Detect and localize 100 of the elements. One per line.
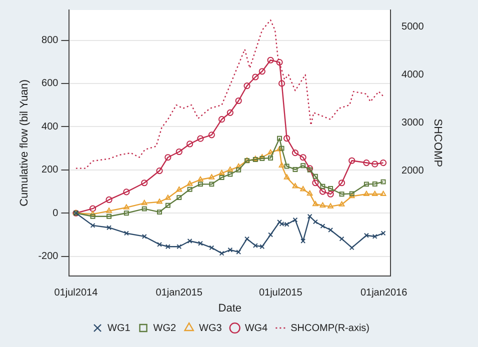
point bbox=[277, 136, 282, 141]
point bbox=[186, 180, 193, 186]
point bbox=[372, 234, 378, 239]
point bbox=[372, 190, 378, 196]
point bbox=[252, 74, 259, 80]
point bbox=[176, 195, 182, 200]
point bbox=[300, 154, 306, 161]
x-axis-title: Date bbox=[218, 302, 242, 314]
point bbox=[244, 82, 250, 90]
point bbox=[218, 170, 225, 176]
point bbox=[226, 109, 234, 116]
point bbox=[260, 244, 265, 250]
x-tick-label: 01jan2016 bbox=[360, 288, 408, 299]
legend-label: WG3 bbox=[199, 322, 222, 334]
legend-label: WG2 bbox=[153, 322, 176, 334]
point bbox=[278, 162, 285, 168]
point bbox=[278, 80, 286, 87]
point bbox=[252, 243, 258, 248]
point bbox=[319, 188, 326, 195]
point bbox=[236, 250, 242, 255]
point bbox=[328, 203, 334, 208]
y-tick-label: 400 bbox=[42, 121, 59, 132]
point bbox=[268, 156, 274, 161]
point bbox=[300, 186, 306, 192]
point bbox=[186, 140, 194, 148]
point bbox=[284, 135, 290, 142]
y-tick-label: -200 bbox=[38, 251, 59, 262]
point bbox=[268, 149, 274, 155]
point bbox=[380, 159, 387, 166]
point bbox=[276, 58, 283, 66]
point bbox=[165, 244, 170, 250]
point bbox=[292, 167, 298, 172]
point bbox=[156, 198, 162, 204]
point bbox=[90, 210, 96, 216]
point bbox=[268, 232, 274, 238]
point bbox=[219, 250, 224, 256]
point bbox=[106, 214, 112, 219]
point bbox=[328, 186, 334, 191]
x-tick-label: 01jul2014 bbox=[54, 288, 98, 299]
point bbox=[312, 180, 319, 186]
point bbox=[279, 146, 284, 151]
y2-axis-title: SHCOMP bbox=[431, 118, 444, 168]
point bbox=[209, 182, 214, 187]
point bbox=[124, 210, 129, 216]
point bbox=[320, 202, 326, 208]
point bbox=[106, 225, 112, 230]
point bbox=[292, 217, 298, 222]
point bbox=[187, 186, 192, 192]
x-tick-label: 01jul2015 bbox=[258, 288, 303, 299]
point bbox=[327, 190, 334, 198]
point bbox=[218, 116, 226, 123]
point bbox=[89, 205, 96, 212]
point bbox=[176, 244, 182, 250]
point bbox=[123, 188, 130, 196]
point bbox=[157, 210, 162, 215]
point bbox=[157, 242, 162, 247]
point bbox=[380, 190, 386, 196]
point bbox=[142, 206, 147, 212]
y-tick-label: 800 bbox=[42, 35, 59, 46]
point bbox=[236, 163, 242, 169]
point bbox=[90, 214, 96, 219]
point bbox=[338, 201, 345, 206]
point bbox=[164, 194, 171, 200]
point bbox=[228, 172, 233, 177]
point bbox=[176, 148, 182, 156]
point bbox=[372, 181, 378, 186]
point bbox=[372, 160, 378, 168]
point bbox=[320, 184, 326, 189]
point bbox=[208, 132, 215, 138]
point bbox=[284, 174, 290, 180]
point bbox=[142, 234, 147, 239]
y2-tick-label: 3000 bbox=[402, 118, 424, 128]
y-tick-label: 0 bbox=[52, 208, 59, 219]
point bbox=[380, 179, 386, 184]
y-axis-title: Cumulative flow (bil Yuan) bbox=[18, 79, 31, 206]
point bbox=[124, 230, 129, 236]
point bbox=[307, 214, 312, 219]
point bbox=[219, 174, 224, 180]
legend-label: SHCOMP(R-axis) bbox=[290, 322, 370, 334]
x-tick-label: 01jan2015 bbox=[156, 288, 203, 299]
point bbox=[338, 180, 346, 186]
legend-label: WG1 bbox=[108, 322, 131, 334]
point bbox=[235, 97, 242, 104]
point bbox=[123, 204, 130, 210]
y2-tick-label: 2000 bbox=[402, 165, 424, 176]
point bbox=[364, 232, 369, 238]
point bbox=[209, 245, 214, 250]
point bbox=[277, 220, 282, 224]
point bbox=[300, 238, 306, 244]
point bbox=[198, 176, 204, 182]
point bbox=[300, 163, 306, 168]
y2-tick-label: 5000 bbox=[402, 22, 424, 33]
point bbox=[198, 182, 203, 187]
point bbox=[320, 224, 326, 229]
point bbox=[187, 238, 192, 244]
point bbox=[284, 222, 290, 227]
point bbox=[141, 200, 148, 206]
point bbox=[198, 240, 203, 246]
point bbox=[106, 208, 112, 213]
point bbox=[258, 68, 266, 75]
